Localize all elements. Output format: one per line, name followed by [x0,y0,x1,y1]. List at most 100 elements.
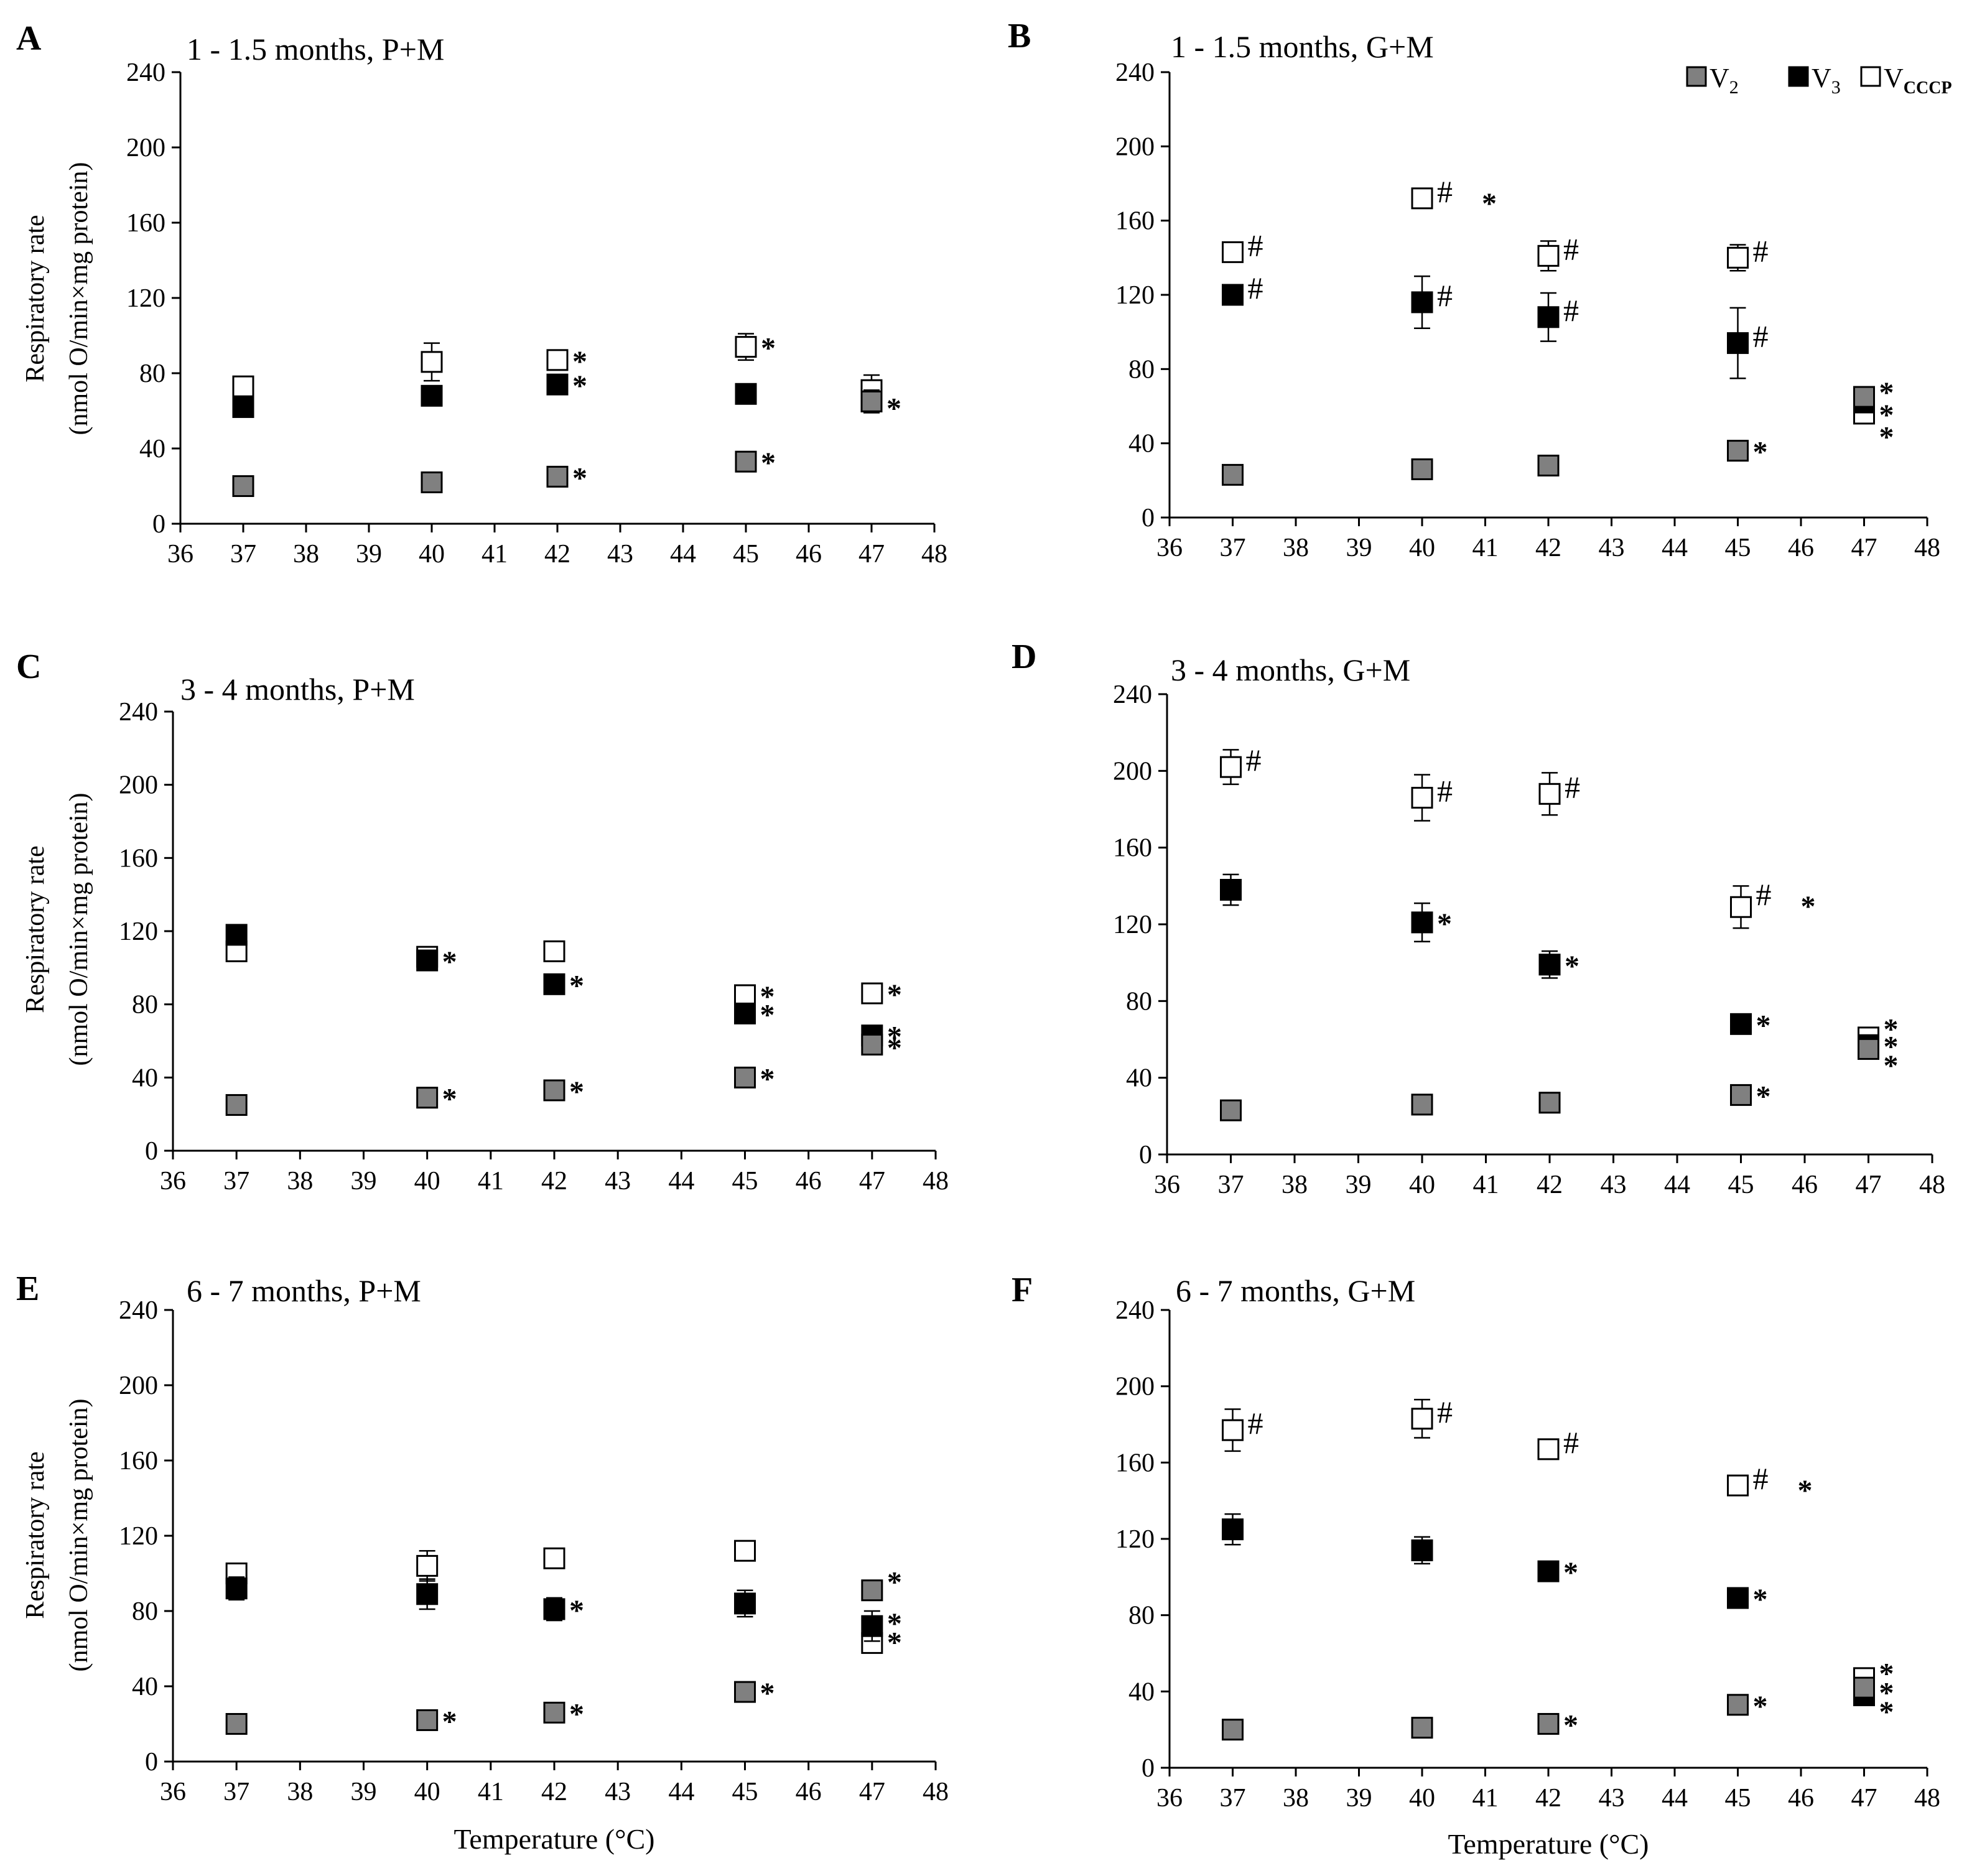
legend-swatch-v3 [1788,66,1809,87]
point-v2 [1411,458,1433,480]
x-axis-label: Temperature (°C) [1448,1828,1649,1860]
legend-label-vcccp: VCCCP [1884,63,1952,98]
legend-label-base: V [1812,63,1831,93]
point-v3 [734,1002,756,1024]
point-v2 [416,1087,439,1109]
y-tick-label: 40 [1128,430,1155,458]
annotation-hash: # [1753,319,1769,354]
legend-swatch-v2 [1686,66,1707,87]
point-v2 [1853,386,1875,408]
point-vcccp [1411,787,1433,809]
point-v2 [1537,1712,1560,1735]
point-vcccp [1730,896,1752,918]
point-v3 [1727,332,1749,355]
panel-c: C 3 - 4 months, P+M 0 40 80 120 160 200 240 36 37 3… [16,648,949,1196]
x-tick-label: 39 [1346,1784,1372,1813]
point-v3 [1411,1539,1433,1561]
point-vcccp [1538,782,1561,805]
x-tick-label: 45 [1725,1784,1751,1813]
point-v3 [232,396,254,418]
x-tick-label: 43 [605,1778,631,1806]
x-tick-label: 48 [923,1778,949,1806]
annotation-hash: # [1753,1461,1769,1496]
x-tick-label: 40 [1409,534,1435,562]
annotation-star: * [1879,421,1894,454]
point-v3 [1537,306,1560,328]
point-v2 [232,475,254,497]
x-tick-label: 46 [796,1167,822,1196]
x-tick-label: 37 [1220,534,1246,562]
annotation-star: * [1884,1030,1899,1063]
point-v3 [1727,1587,1749,1609]
y-tick-label: 80 [1128,1602,1155,1630]
y-tick-label: 0 [145,1137,158,1166]
panel-title: 3 - 4 months, P+M [180,672,415,707]
x-tick-label: 38 [1283,1784,1309,1813]
y-tick-label: 160 [1113,834,1152,863]
point-v2 [1537,454,1560,476]
annotation-star: * [572,462,587,495]
annotation-hash: # [1437,774,1453,809]
x-tick-label: 42 [1535,1784,1561,1813]
x-tick-label: 38 [1282,1171,1308,1199]
y-tick-label: 160 [119,844,158,873]
x-tick-label: 36 [160,1167,186,1196]
legend-label-sub: CCCP [1904,78,1952,98]
point-vcccp [416,1554,439,1577]
annotation-hash: # [1753,233,1769,268]
annotation-star: * [1798,1474,1813,1507]
x-axis-label: Temperature (°C) [454,1823,655,1855]
y-tick-label: 80 [132,1597,158,1626]
x-tick-label: 45 [732,1167,758,1196]
annotation-star: * [442,1705,457,1738]
point-v3 [1220,879,1242,901]
point-v2 [416,1709,439,1731]
annotation-star: * [1756,1080,1771,1113]
annotation-star: * [1801,890,1816,923]
x-tick-label: 39 [356,540,382,569]
point-v3 [1538,954,1561,976]
panel-a: A 1 - 1.5 months, P+M 0 40 80 120 160 200 240 36 3… [16,19,947,569]
point-v2 [543,1701,565,1724]
x-tick-label: 47 [859,1778,885,1806]
x-tick-label: 38 [1283,534,1309,562]
panel-letter: A [16,19,42,58]
x-tick-label: 36 [167,540,193,569]
point-vcccp [543,940,565,962]
y-tick-label: 200 [119,771,158,800]
point-vcccp [1537,1438,1560,1460]
y-axis-label-units: (nmol O/min×mg protein) [65,1399,93,1672]
x-tick-label: 43 [1601,1171,1627,1199]
x-tick-label: 37 [1218,1171,1244,1199]
x-tick-label: 39 [1346,534,1372,562]
x-tick-label: 44 [1662,534,1688,562]
annotation-star: * [1753,1583,1768,1616]
legend-label-sub: 2 [1729,77,1739,98]
x-tick-label: 38 [287,1778,313,1806]
x-tick-label: 40 [1409,1784,1435,1813]
point-v2 [543,1079,565,1102]
y-axis-label-units: (nmol O/min×mg protein) [65,162,93,435]
x-tick-label: 46 [796,540,822,569]
annotation-star: * [1482,187,1497,220]
annotation-star: * [760,980,775,1013]
annotation-hash: # [1248,1406,1263,1441]
point-v2 [1858,1038,1879,1060]
x-tick-label: 37 [1220,1784,1246,1813]
x-tick-label: 47 [1856,1171,1882,1199]
x-tick-label: 47 [859,1167,885,1196]
x-tick-label: 38 [287,1167,313,1196]
x-tick-label: 40 [414,1778,440,1806]
annotation-star: * [761,447,776,480]
x-tick-label: 38 [293,540,319,569]
point-v3 [225,1577,248,1600]
y-tick-label: 200 [126,134,165,162]
annotation-star: * [887,1566,902,1599]
x-tick-label: 42 [1535,534,1561,562]
annotation-star: * [887,1021,902,1054]
y-tick-label: 160 [119,1447,158,1475]
y-axis-label: Respiratory rate [21,215,50,382]
point-vcccp [1727,246,1749,269]
point-v2 [1727,1694,1749,1716]
